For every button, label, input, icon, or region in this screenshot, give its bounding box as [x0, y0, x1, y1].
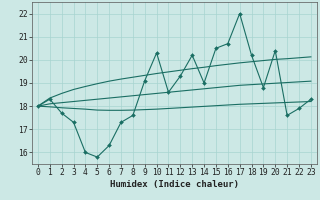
X-axis label: Humidex (Indice chaleur): Humidex (Indice chaleur) — [110, 180, 239, 189]
